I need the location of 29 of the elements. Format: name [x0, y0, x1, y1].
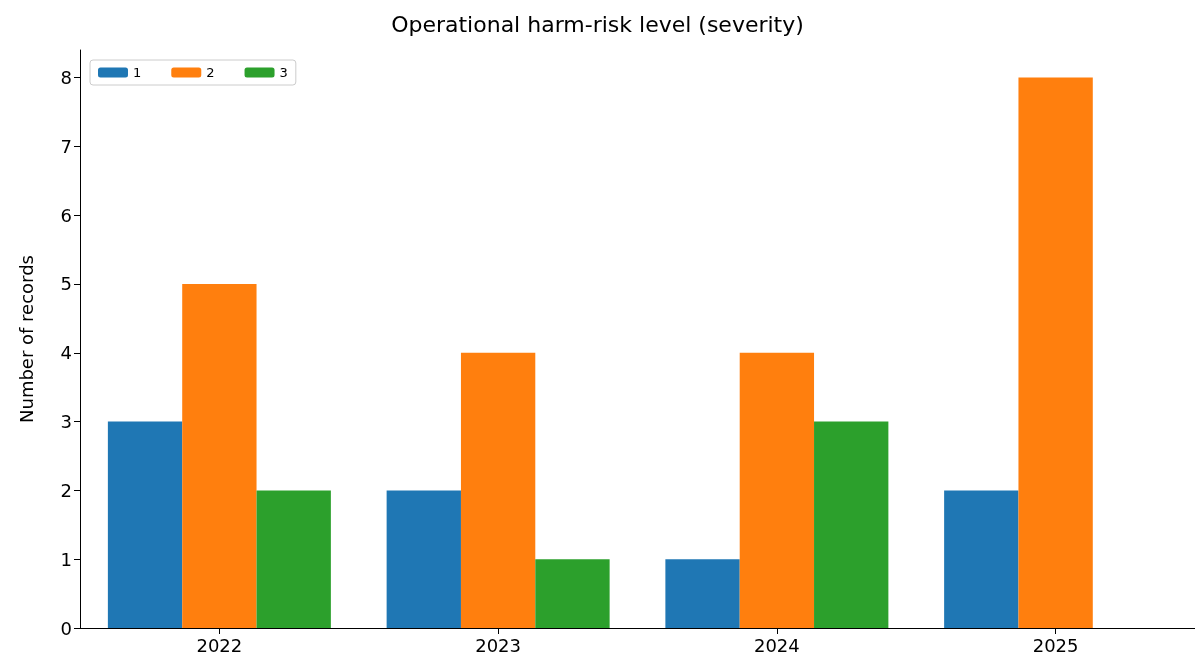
- bar: [1018, 77, 1093, 628]
- y-tick-label: 8: [60, 67, 72, 89]
- y-tick-label: 7: [60, 135, 72, 157]
- bar: [460, 352, 536, 628]
- x-tick-label: 2024: [753, 634, 800, 656]
- bar: [665, 559, 740, 628]
- bar: [944, 490, 1019, 628]
- chart-title: Operational harm-risk level (severity): [391, 11, 804, 37]
- y-tick-label: 1: [60, 548, 72, 570]
- legend-label: 3: [279, 65, 288, 80]
- bar: [386, 490, 461, 628]
- bar: [535, 559, 610, 628]
- x-tick-label: 2025: [1032, 634, 1079, 656]
- bar: [182, 283, 257, 628]
- bar: [814, 421, 889, 628]
- y-tick-label: 4: [60, 342, 72, 364]
- legend-label: 1: [133, 65, 142, 80]
- x-tick-label: 2022: [196, 634, 243, 656]
- y-axis-title: Number of records: [15, 255, 37, 423]
- bar: [256, 490, 331, 628]
- bar: [107, 421, 183, 628]
- y-tick-label: 5: [60, 273, 72, 295]
- y-tick-label: 6: [60, 204, 72, 226]
- y-tick-label: 2: [60, 479, 72, 501]
- y-tick-label: 0: [60, 617, 72, 639]
- bar: [739, 352, 815, 628]
- x-tick-label: 2023: [475, 634, 522, 656]
- y-tick-label: 3: [60, 411, 72, 433]
- legend-label: 2: [206, 65, 215, 80]
